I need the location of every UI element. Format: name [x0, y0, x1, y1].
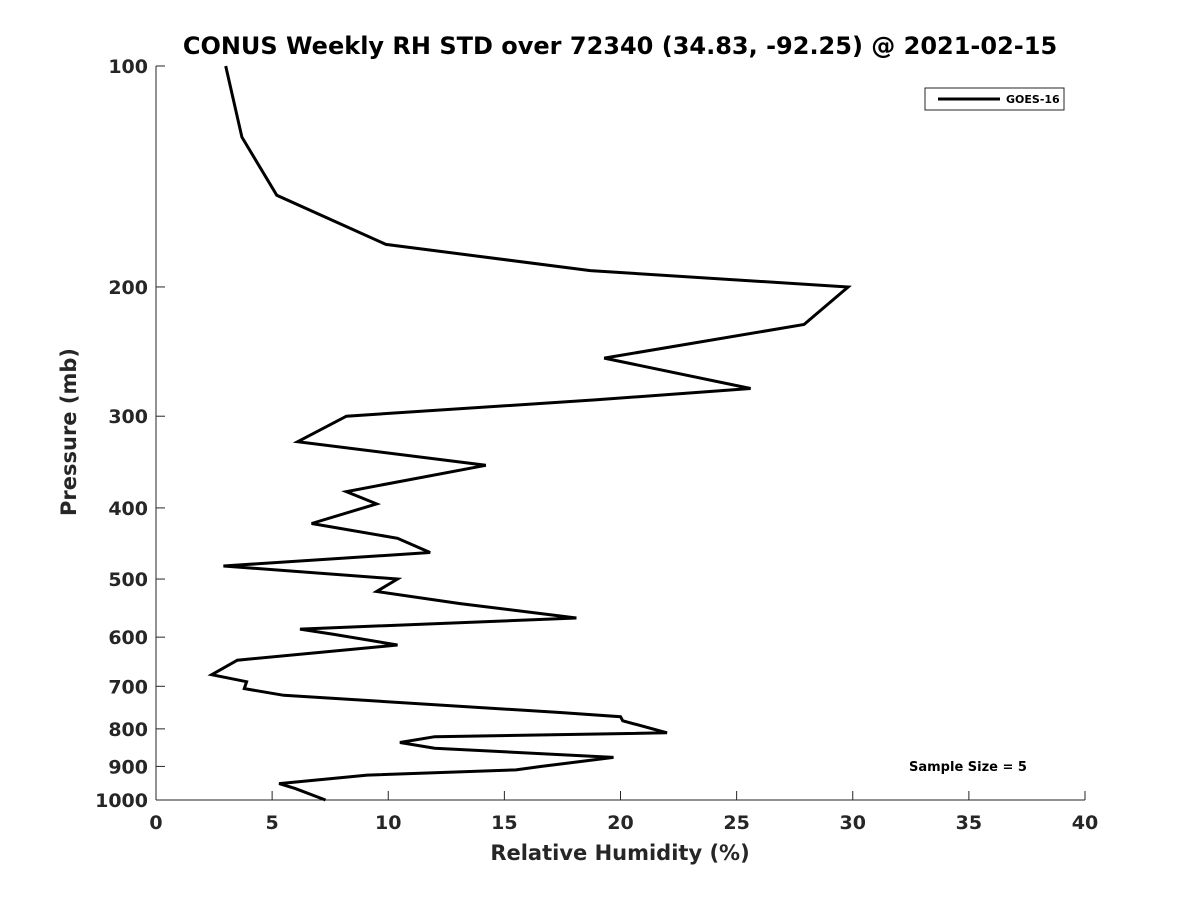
- x-tick-label: 5: [266, 812, 279, 834]
- x-axis-label: Relative Humidity (%): [490, 841, 749, 865]
- y-tick-label: 300: [108, 406, 148, 428]
- axes: 0 5 10 15 20 25 30 35 40 100 200 300 400 500 600 700 80…: [95, 56, 1098, 834]
- x-tick-label: 10: [375, 812, 401, 834]
- sample-size-annotation: Sample Size = 5: [909, 760, 1027, 775]
- y-tick-label: 800: [108, 719, 148, 741]
- series-layer: [207, 65, 852, 802]
- legend-entry-goes-16: GOES-16: [1006, 93, 1060, 106]
- y-tick-label: 1000: [95, 790, 148, 812]
- series-line-goes-16: [207, 65, 852, 802]
- chart-title: CONUS Weekly RH STD over 72340 (34.83, -…: [183, 32, 1057, 60]
- x-tick-label: 30: [840, 812, 866, 834]
- x-tick-label: 25: [723, 812, 749, 834]
- y-ticks: 100 200 300 400 500 600 700 800 900 1000: [95, 56, 165, 812]
- y-tick-label: 200: [108, 277, 148, 299]
- x-tick-label: 15: [491, 812, 517, 834]
- x-tick-label: 0: [149, 812, 162, 834]
- y-tick-label: 100: [108, 56, 148, 78]
- x-ticks: 0 5 10 15 20 25 30 35 40: [149, 791, 1098, 834]
- y-tick-label: 500: [108, 569, 148, 591]
- y-axis-label: Pressure (mb): [57, 348, 81, 516]
- x-tick-label: 40: [1072, 812, 1098, 834]
- x-tick-label: 35: [956, 812, 982, 834]
- y-tick-label: 900: [108, 756, 148, 778]
- y-tick-label: 400: [108, 498, 148, 520]
- y-tick-label: 700: [108, 676, 148, 698]
- x-tick-label: 20: [607, 812, 633, 834]
- y-tick-label: 600: [108, 627, 148, 649]
- legend: GOES-16: [924, 87, 1065, 111]
